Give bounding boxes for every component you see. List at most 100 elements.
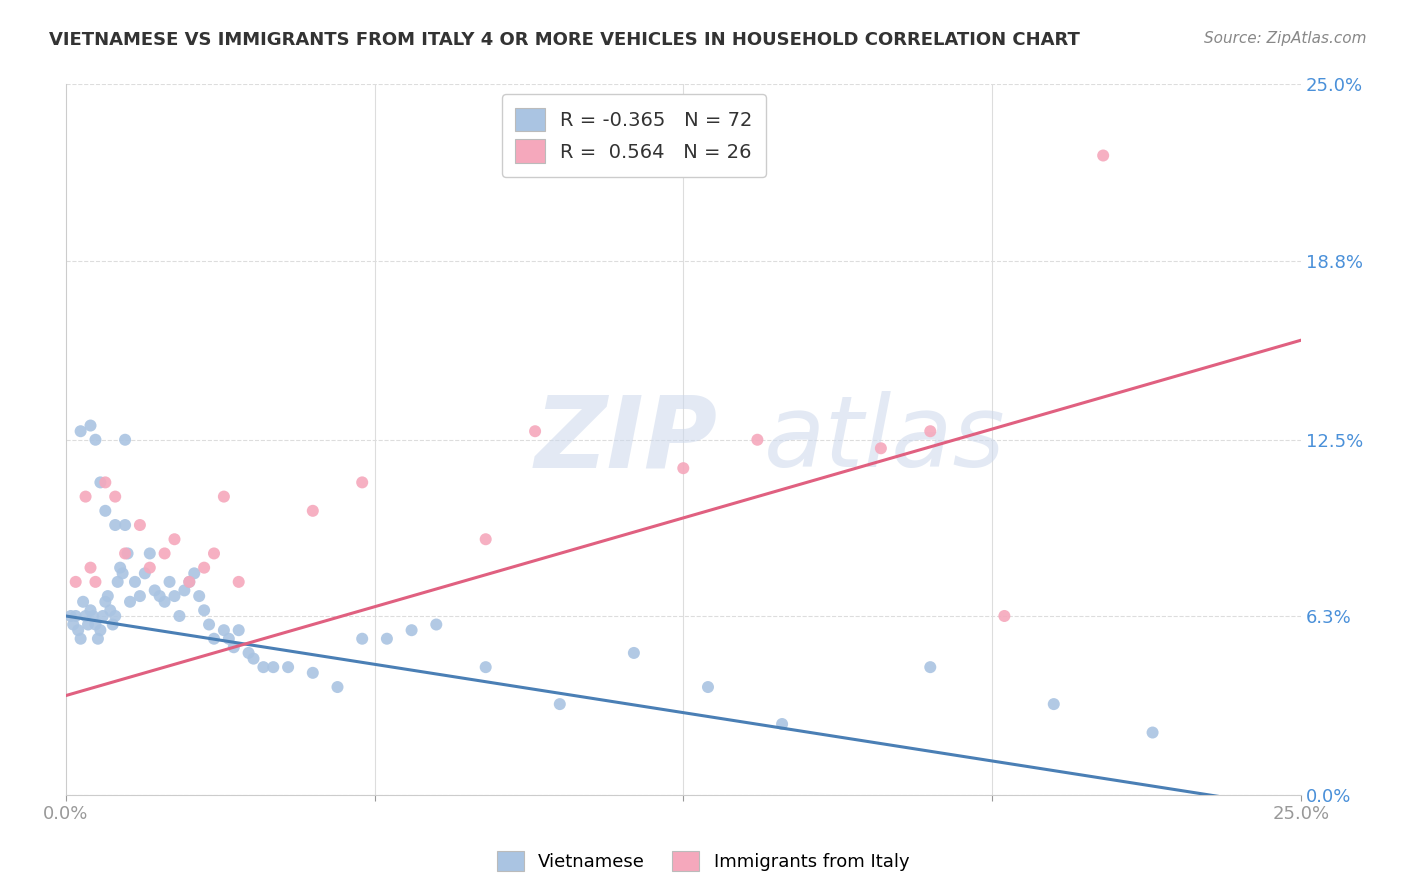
Point bbox=[222, 640, 245, 655]
Point bbox=[262, 660, 284, 674]
Point bbox=[108, 560, 131, 574]
Point bbox=[159, 574, 181, 589]
Point bbox=[118, 595, 141, 609]
Legend: Vietnamese, Immigrants from Italy: Vietnamese, Immigrants from Italy bbox=[489, 844, 917, 879]
Point bbox=[134, 566, 156, 581]
Point bbox=[183, 566, 205, 581]
Text: Source: ZipAtlas.com: Source: ZipAtlas.com bbox=[1204, 31, 1367, 46]
Point bbox=[242, 651, 264, 665]
Point bbox=[139, 560, 162, 574]
Point bbox=[218, 632, 240, 646]
Point bbox=[111, 566, 134, 581]
Point bbox=[84, 617, 107, 632]
Point bbox=[94, 504, 117, 518]
Point bbox=[252, 660, 274, 674]
Point bbox=[94, 595, 117, 609]
Text: atlas: atlas bbox=[763, 392, 1005, 488]
Point bbox=[129, 518, 152, 533]
Point bbox=[117, 546, 139, 560]
Point bbox=[75, 609, 97, 624]
Point bbox=[89, 624, 111, 638]
Point bbox=[993, 609, 1015, 624]
Point bbox=[179, 574, 201, 589]
Point bbox=[1142, 725, 1164, 739]
Point bbox=[672, 461, 695, 475]
Point bbox=[401, 624, 423, 638]
Point bbox=[98, 603, 121, 617]
Point bbox=[920, 424, 942, 438]
Point bbox=[67, 624, 90, 638]
Point bbox=[114, 433, 136, 447]
Point bbox=[75, 490, 97, 504]
Point bbox=[301, 665, 323, 680]
Point bbox=[202, 632, 225, 646]
Point bbox=[59, 609, 82, 624]
Point bbox=[548, 697, 571, 711]
Point bbox=[104, 609, 127, 624]
Point bbox=[277, 660, 299, 674]
Point bbox=[89, 475, 111, 490]
Point bbox=[169, 609, 191, 624]
Point bbox=[124, 574, 146, 589]
Point bbox=[375, 632, 398, 646]
Point bbox=[870, 442, 893, 456]
Point bbox=[301, 504, 323, 518]
Point bbox=[72, 595, 94, 609]
Point bbox=[238, 646, 260, 660]
Point bbox=[153, 546, 176, 560]
Point bbox=[97, 589, 120, 603]
Point bbox=[212, 624, 235, 638]
Point bbox=[163, 589, 186, 603]
Point bbox=[163, 533, 186, 547]
Point bbox=[188, 589, 211, 603]
Point bbox=[79, 560, 101, 574]
Point bbox=[747, 433, 769, 447]
Point bbox=[153, 595, 176, 609]
Point bbox=[474, 660, 496, 674]
Point bbox=[114, 518, 136, 533]
Point bbox=[1042, 697, 1064, 711]
Point bbox=[149, 589, 172, 603]
Point bbox=[228, 624, 250, 638]
Point bbox=[474, 533, 496, 547]
Point bbox=[101, 617, 124, 632]
Point bbox=[84, 574, 107, 589]
Point bbox=[179, 574, 201, 589]
Point bbox=[1092, 148, 1115, 162]
Text: ZIP: ZIP bbox=[536, 392, 718, 488]
Point bbox=[228, 574, 250, 589]
Point bbox=[79, 603, 101, 617]
Point bbox=[352, 475, 374, 490]
Point bbox=[198, 617, 221, 632]
Point bbox=[623, 646, 645, 660]
Point bbox=[920, 660, 942, 674]
Point bbox=[193, 560, 215, 574]
Point bbox=[352, 632, 374, 646]
Point bbox=[129, 589, 152, 603]
Point bbox=[84, 433, 107, 447]
Point bbox=[202, 546, 225, 560]
Point bbox=[104, 490, 127, 504]
Point bbox=[65, 609, 87, 624]
Point bbox=[77, 617, 100, 632]
Point bbox=[114, 546, 136, 560]
Point bbox=[94, 475, 117, 490]
Point bbox=[91, 609, 114, 624]
Point bbox=[65, 574, 87, 589]
Point bbox=[139, 546, 162, 560]
Point bbox=[69, 424, 91, 438]
Point bbox=[82, 609, 104, 624]
Point bbox=[326, 680, 349, 694]
Point bbox=[697, 680, 720, 694]
Point bbox=[524, 424, 547, 438]
Point bbox=[193, 603, 215, 617]
Text: VIETNAMESE VS IMMIGRANTS FROM ITALY 4 OR MORE VEHICLES IN HOUSEHOLD CORRELATION : VIETNAMESE VS IMMIGRANTS FROM ITALY 4 OR… bbox=[49, 31, 1080, 49]
Point bbox=[143, 583, 166, 598]
Point bbox=[62, 617, 84, 632]
Point bbox=[87, 632, 110, 646]
Point bbox=[104, 518, 127, 533]
Point bbox=[79, 418, 101, 433]
Point bbox=[425, 617, 447, 632]
Point bbox=[173, 583, 195, 598]
Point bbox=[212, 490, 235, 504]
